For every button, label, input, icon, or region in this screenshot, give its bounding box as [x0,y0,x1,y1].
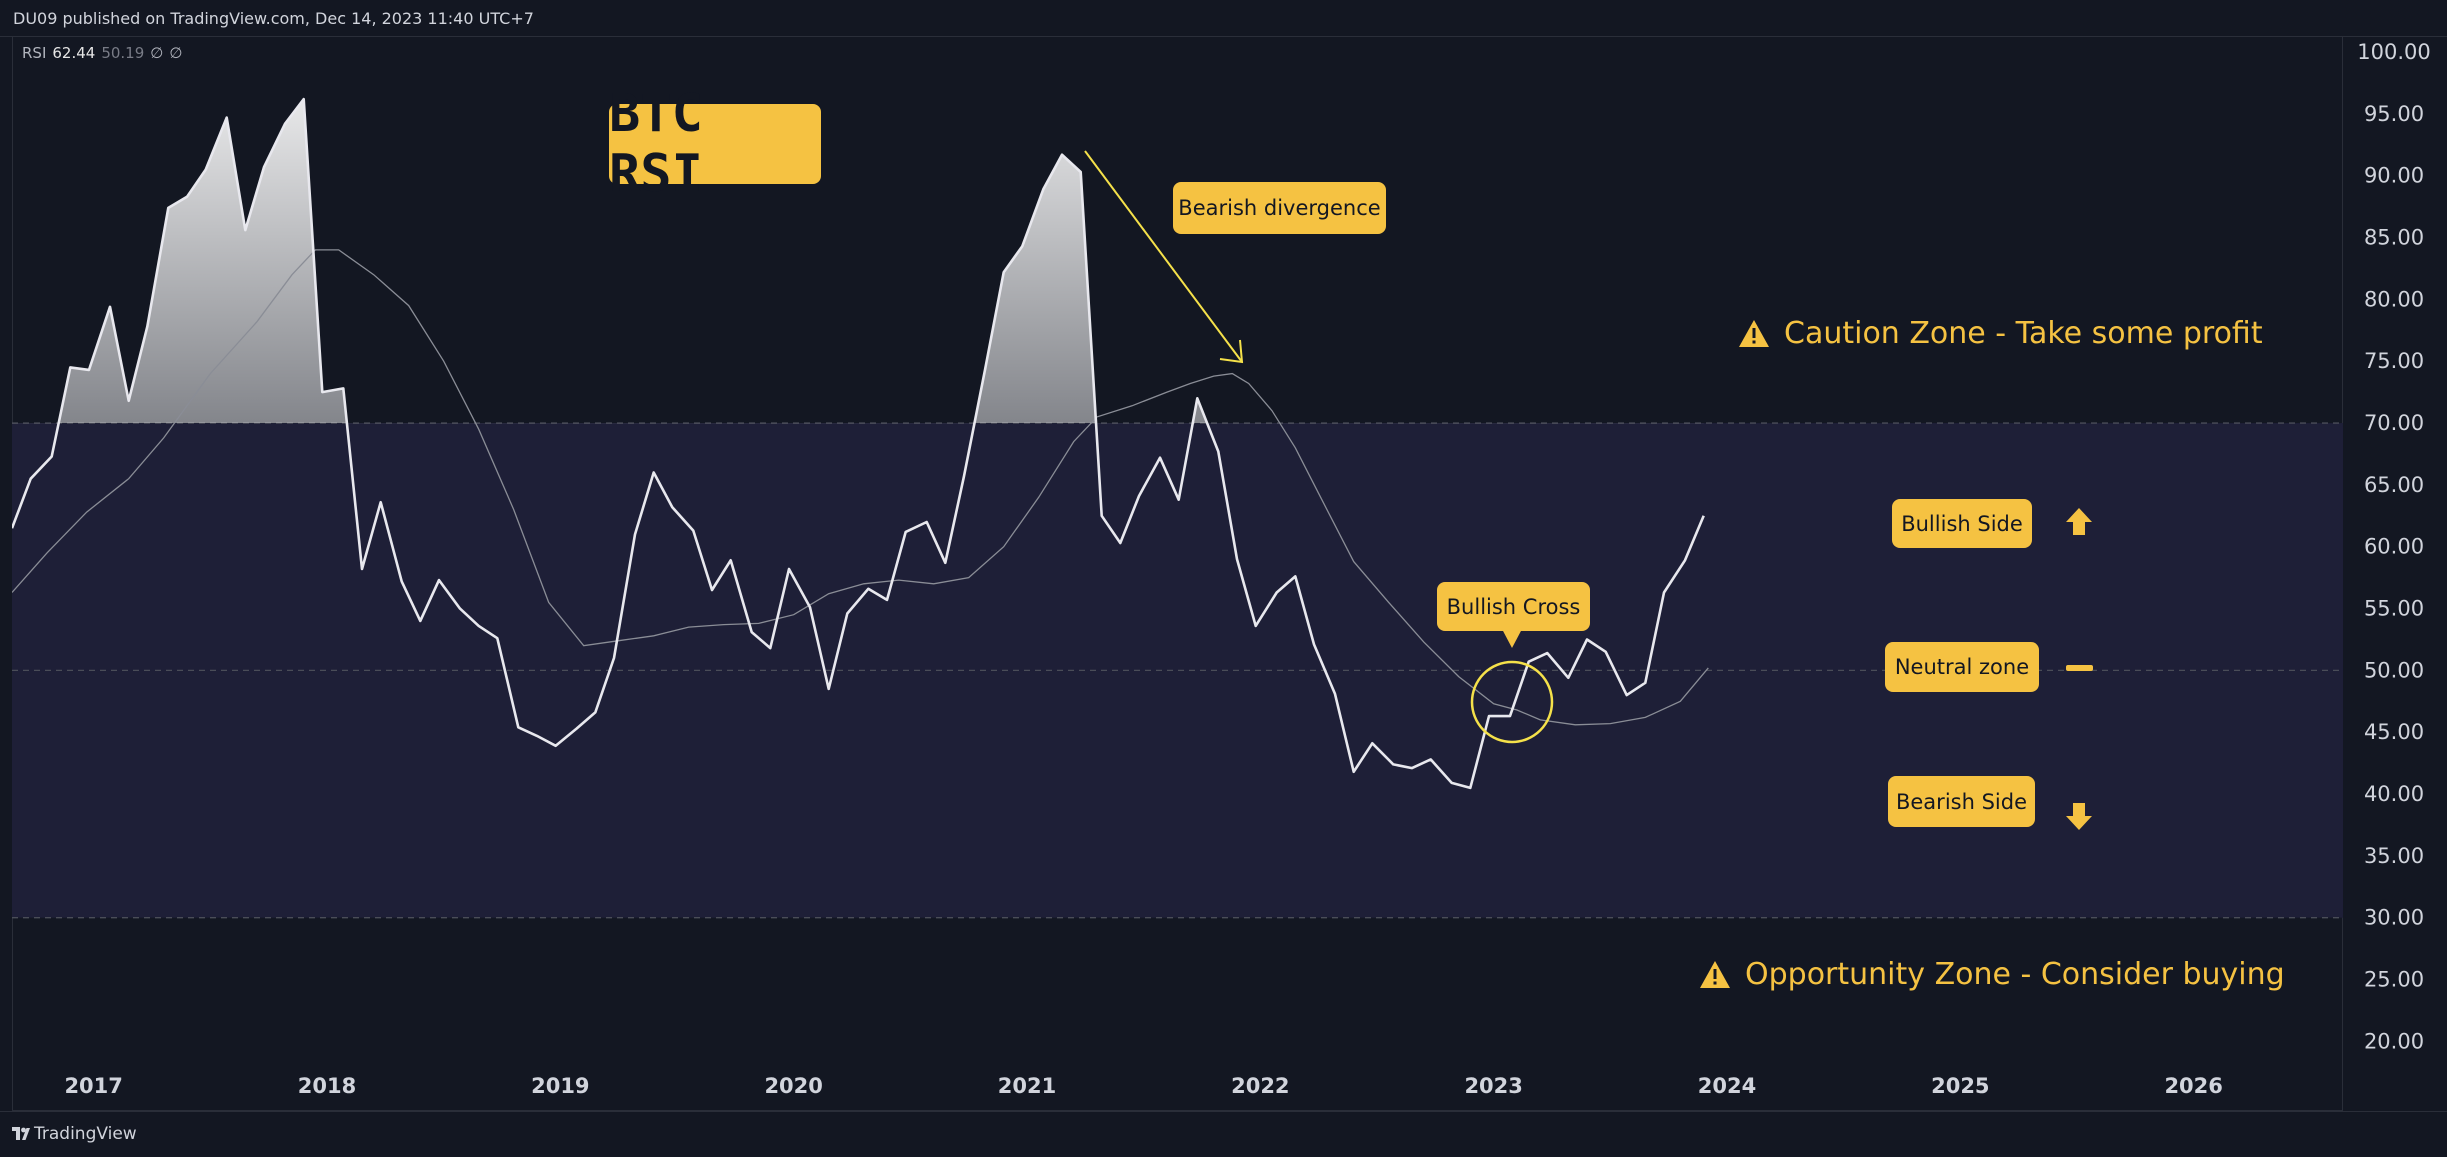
caution-zone-text: Caution Zone - Take some profit [1784,316,2263,351]
ma-value: 50.19 [101,44,145,62]
warning-icon [1739,320,1769,347]
neutral-zone-label: Neutral zone [1885,642,2039,692]
divergence-arrow [1084,150,1243,363]
y-tick-label: 95.00 [2364,102,2424,126]
x-tick-label: 2018 [298,1074,356,1098]
y-tick-label: 100.00 [2357,40,2430,64]
bearish-divergence-label: Bearish divergence [1173,182,1386,234]
y-tick-label: 50.00 [2364,658,2424,682]
x-tick-label: 2025 [1931,1074,1989,1098]
y-tick-label: 45.00 [2364,720,2424,744]
y-tick-label: 80.00 [2364,287,2424,311]
x-tick-label: 2023 [1464,1074,1522,1098]
y-tick-label: 25.00 [2364,968,2424,992]
y-tick-label: 85.00 [2364,226,2424,250]
warning-icon [1700,961,1730,988]
y-axis[interactable]: 100.00 95.00 90.00 85.00 80.00 75.00 70.00 65.0… [2357,40,2430,1053]
x-tick-label: 2022 [1231,1074,1289,1098]
legend-extra-2: ∅ [169,44,183,62]
rsi-chart[interactable]: 100.00 95.00 90.00 85.00 80.00 75.00 70.00 65.0… [0,0,2447,1111]
divergence-arrow-head [1219,339,1244,364]
y-tick-label: 75.00 [2364,349,2424,373]
x-tick-label: 2017 [64,1074,122,1098]
y-tick-label: 70.00 [2364,411,2424,435]
y-tick-label: 35.00 [2364,844,2424,868]
publish-info: DU09 published on TradingView.com, Dec 1… [13,9,534,28]
footer-bar: TradingView [0,1111,2447,1157]
caution-zone-note: Caution Zone - Take some profit [1738,316,2263,351]
x-tick-label: 2021 [998,1074,1056,1098]
footer-brand[interactable]: TradingView [34,1124,137,1144]
neutral-dash-icon [2066,665,2093,671]
x-tick-label: 2024 [1698,1074,1756,1098]
x-tick-label: 2020 [764,1074,822,1098]
overbought-fill [12,99,1704,424]
y-tick-label: 30.00 [2364,906,2424,930]
chart-title-label: BTC RSI [609,84,821,204]
bullish-side-label: Bullish Side [1892,499,2032,548]
y-tick-label: 20.00 [2364,1029,2424,1053]
y-tick-label: 55.00 [2364,597,2424,621]
rsi-value: 62.44 [52,44,96,62]
tradingview-logo-icon [12,1127,30,1140]
indicator-legend[interactable]: RSI 62.44 50.19 ∅ ∅ [22,44,182,62]
x-axis[interactable]: 2017 2018 2019 2020 2021 2022 2023 2024 2025 2026 [64,1074,2222,1098]
y-tick-label: 65.00 [2364,473,2424,497]
rsi-line [12,97,1705,790]
indicator-name: RSI [22,44,47,62]
x-tick-label: 2026 [2164,1074,2222,1098]
up-arrow-icon [2066,508,2092,535]
rsi-ma-line [12,249,1709,726]
y-tick-label: 40.00 [2364,782,2424,806]
legend-extra-1: ∅ [150,44,164,62]
x-tick-label: 2019 [531,1074,589,1098]
opportunity-zone-note: Opportunity Zone - Consider buying [1699,957,2285,992]
y-tick-label: 60.00 [2364,535,2424,559]
opportunity-zone-text: Opportunity Zone - Consider buying [1745,957,2285,992]
bullish-cross-circle [1470,660,1554,744]
bearish-side-label: Bearish Side [1888,776,2035,827]
down-arrow-icon [2066,803,2092,830]
bullish-cross-pointer [1502,629,1522,648]
bullish-cross-label: Bullish Cross [1437,582,1590,631]
y-tick-label: 90.00 [2364,164,2424,188]
